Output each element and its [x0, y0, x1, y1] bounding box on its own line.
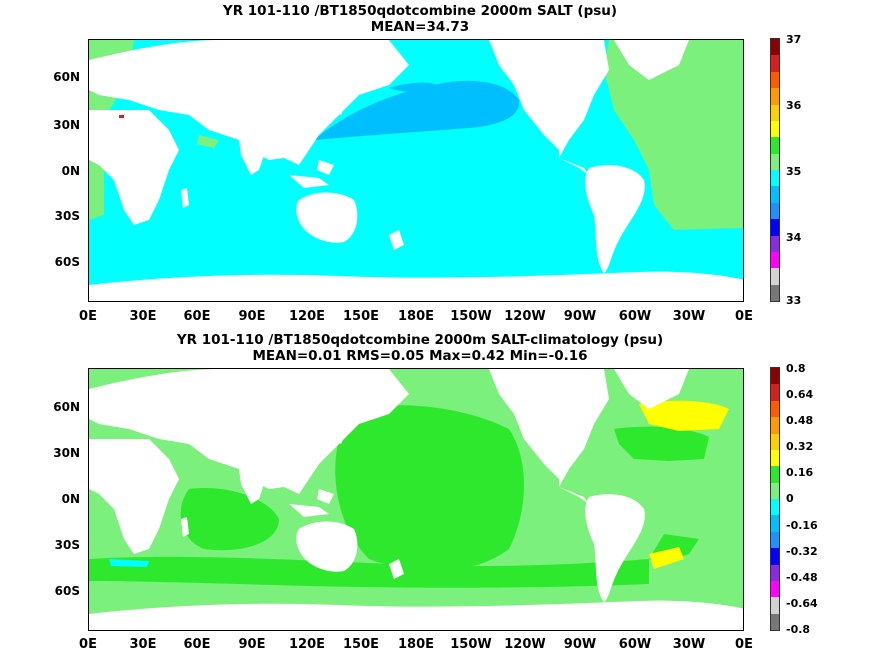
panel1-lon-label: 120E: [288, 309, 326, 324]
panel1-lon-label: 30W: [672, 309, 706, 324]
panel1-lat-label: 60S: [54, 255, 80, 269]
colorbar-swatch: [771, 400, 779, 418]
panel2-map-graphic: [89, 369, 743, 630]
panel2-map: [88, 368, 744, 631]
panel2-colorbar-label: 0.16: [786, 466, 814, 479]
colorbar-swatch: [771, 548, 779, 565]
panel1-colorbar-label: 37: [786, 33, 802, 46]
panel2-subtitle: MEAN=0.01 RMS=0.05 Max=0.42 Min=-0.16: [252, 348, 588, 364]
panel1-lon-label: 0E: [735, 309, 753, 324]
colorbar-swatch: [771, 564, 779, 581]
panel2-colorbar-label: -0.8: [786, 623, 811, 636]
colorbar-swatch: [771, 284, 779, 301]
panel2-lat-label: 60N: [53, 400, 80, 414]
panel2-lon-label: 150E: [342, 637, 380, 652]
panel2-lon-label: 60W: [618, 637, 652, 652]
panel2-colorbar-label: 0: [786, 492, 794, 505]
colorbar-swatch: [771, 120, 779, 138]
panel2-lon-label: 0E: [79, 637, 97, 652]
panel1-lat-label: 60N: [53, 70, 80, 84]
colorbar-swatch: [771, 186, 779, 203]
panel1-colorbar-label: 35: [786, 165, 802, 178]
colorbar-swatch: [771, 170, 779, 187]
colorbar-swatch: [771, 580, 779, 598]
panel2-lon-label: 120W: [504, 637, 546, 652]
panel2-colorbar-label: -0.64: [786, 597, 818, 610]
panel1-colorbar-label: 36: [786, 99, 802, 112]
colorbar-swatch: [771, 153, 779, 170]
colorbar-swatch: [771, 482, 779, 499]
panel2-lon-label: 120E: [288, 637, 326, 652]
colorbar-swatch: [771, 449, 779, 467]
panel1-colorbar-label: 34: [786, 231, 802, 244]
panel2-colorbar-label: -0.16: [786, 519, 818, 532]
panel2-colorbar-label: -0.48: [786, 571, 818, 584]
panel2-colorbar-label: -0.32: [786, 545, 818, 558]
panel1-lon-label: 60W: [618, 309, 652, 324]
colorbar-swatch: [771, 137, 779, 154]
colorbar-swatch: [771, 219, 779, 236]
panel2-colorbar: [770, 367, 780, 631]
colorbar-swatch: [771, 531, 779, 549]
colorbar-swatch: [771, 466, 779, 483]
panel2-colorbar-label: 0.64: [786, 388, 814, 401]
panel1-lon-label: 60E: [183, 309, 211, 324]
panel2-lon-label: 30E: [129, 637, 157, 652]
panel1-lon-label: 90W: [563, 309, 597, 324]
panel1-lon-label: 120W: [504, 309, 546, 324]
panel1-lon-label: 180E: [397, 309, 435, 324]
panel2-colorbar-label: 0.48: [786, 414, 814, 427]
panel1-lon-label: 0E: [79, 309, 97, 324]
panel1-lon-label: 90E: [238, 309, 266, 324]
panel2-lon-label: 90W: [563, 637, 597, 652]
colorbar-swatch: [771, 202, 779, 220]
colorbar-swatch: [771, 268, 779, 285]
panel2-lon-label: 0E: [735, 637, 753, 652]
panel1-title: YR 101-110 /BT1850qdotcombine 2000m SALT…: [222, 3, 618, 19]
colorbar-swatch: [771, 55, 779, 72]
panel1-map-graphic: [89, 40, 743, 301]
colorbar-swatch: [771, 384, 779, 401]
panel2-colorbar-label: 0.32: [786, 440, 814, 453]
colorbar-swatch: [771, 368, 779, 385]
colorbar-swatch: [771, 515, 779, 532]
panel2-lon-label: 60E: [183, 637, 211, 652]
colorbar-swatch: [771, 104, 779, 121]
panel2-lon-label: 180E: [397, 637, 435, 652]
colorbar-swatch: [771, 433, 779, 450]
colorbar-swatch: [771, 613, 779, 630]
panel1-lat-label: 30N: [53, 118, 80, 132]
colorbar-swatch: [771, 235, 779, 252]
panel1-colorbar-label: 33: [786, 294, 802, 307]
panel1-colorbar: [770, 38, 780, 302]
panel2-lat-label: 0N: [61, 492, 80, 506]
colorbar-swatch: [771, 88, 779, 105]
colorbar-swatch: [771, 499, 779, 516]
colorbar-swatch: [771, 251, 779, 269]
panel1-subtitle: MEAN=34.73: [370, 19, 470, 35]
colorbar-swatch: [771, 71, 779, 89]
colorbar-swatch: [771, 39, 779, 56]
panel1-lon-label: 150E: [342, 309, 380, 324]
panel2-lon-label: 30W: [672, 637, 706, 652]
panel2-lon-label: 150W: [450, 637, 492, 652]
panel2-colorbar-label: 0.8: [786, 362, 806, 375]
panel1-lon-label: 30E: [129, 309, 157, 324]
panel2-lat-label: 30S: [54, 538, 80, 552]
panel2-lon-label: 90E: [238, 637, 266, 652]
panel1-map: [88, 39, 744, 302]
panel2-lat-label: 30N: [53, 446, 80, 460]
panel1-lat-label: 0N: [61, 164, 80, 178]
panel2-title: YR 101-110 /BT1850qdotcombine 2000m SALT…: [176, 332, 664, 348]
panel1-lon-label: 150W: [450, 309, 492, 324]
panel2-lat-label: 60S: [54, 584, 80, 598]
colorbar-swatch: [771, 417, 779, 434]
colorbar-swatch: [771, 597, 779, 614]
panel1-lat-label: 30S: [54, 209, 80, 223]
